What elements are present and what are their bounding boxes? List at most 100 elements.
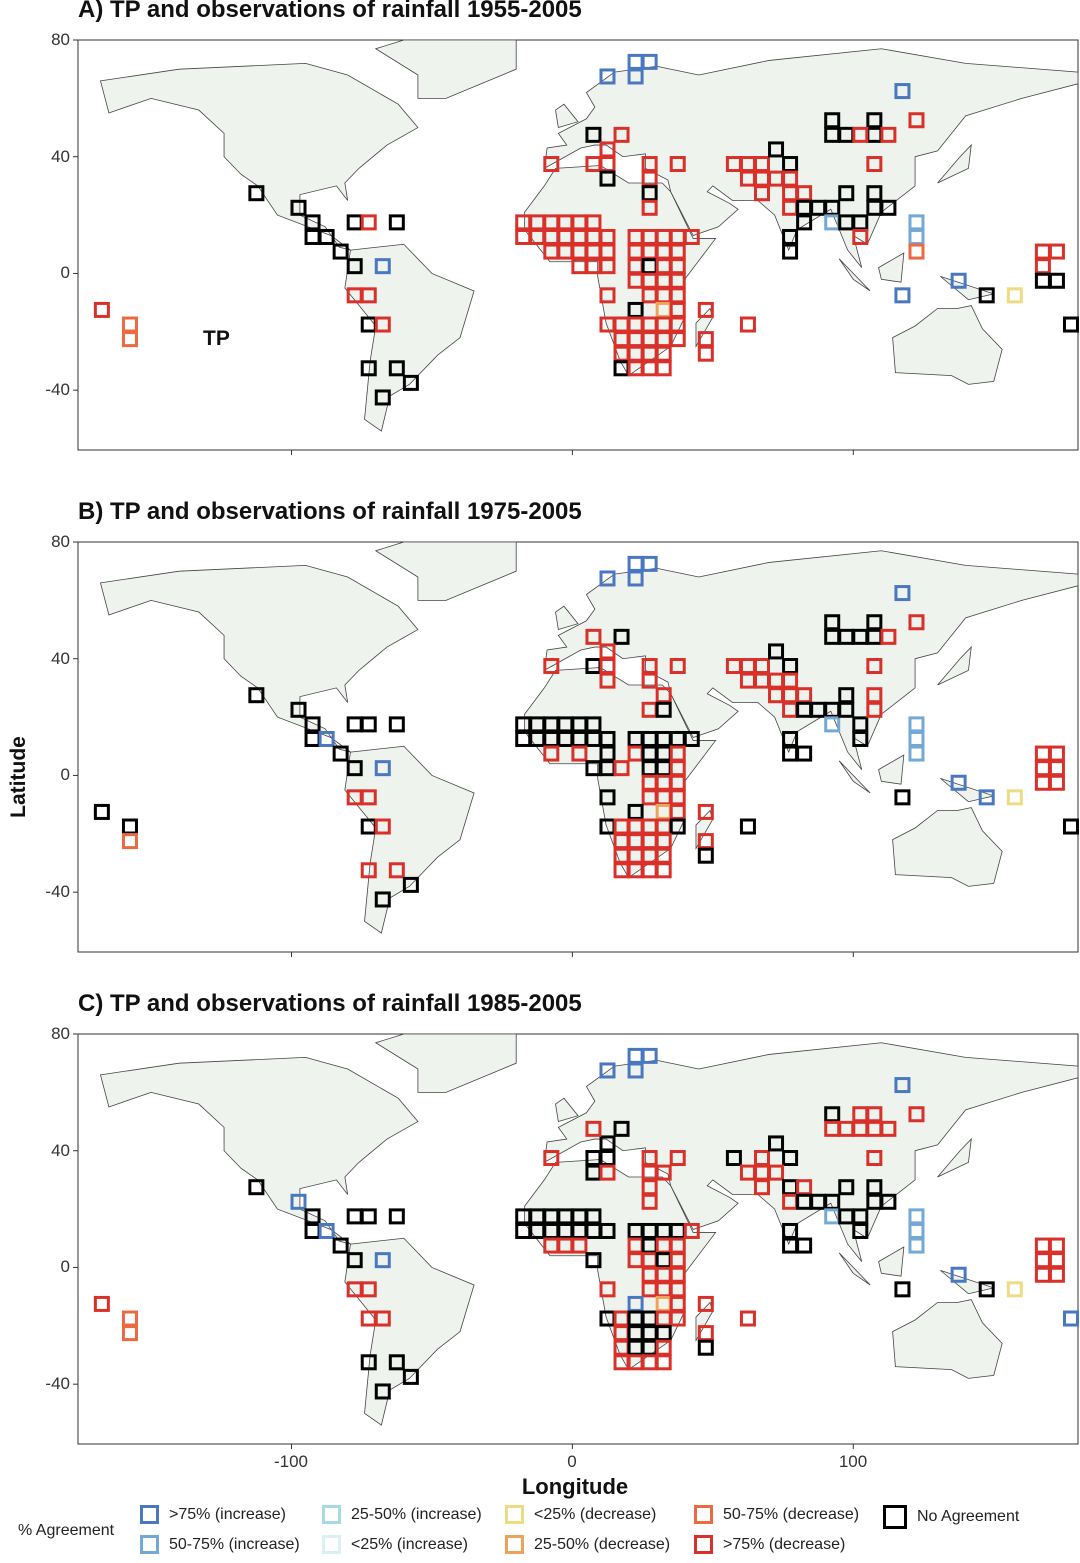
x-axis-title: Longitude xyxy=(521,1474,629,1499)
grid-square-r75 xyxy=(669,331,686,348)
grid-square-na xyxy=(768,643,785,660)
grid-square-r75 xyxy=(669,1252,686,1269)
grid-square-na xyxy=(304,1208,321,1225)
y-tick-label: 40 xyxy=(51,146,70,166)
grid-square-b75 xyxy=(290,1193,307,1210)
grid-square-r75 xyxy=(641,672,658,689)
grid-square-r75 xyxy=(669,760,686,777)
grid-square-na xyxy=(360,360,377,377)
grid-square-b75 xyxy=(318,1222,335,1239)
legend-label: >75% (increase) xyxy=(169,1505,286,1523)
grid-square-na xyxy=(725,1150,742,1167)
grid-square-r75 xyxy=(613,126,630,143)
grid-square-na xyxy=(655,1325,672,1342)
legend-item-y25: 25-50% (decrease) xyxy=(505,1535,670,1554)
grid-square-r75 xyxy=(669,258,686,275)
grid-square-r75 xyxy=(585,628,602,645)
grid-square-na xyxy=(402,374,419,391)
y-tick-label: 80 xyxy=(51,532,70,551)
grid-square-r75 xyxy=(669,301,686,318)
grid-square-na xyxy=(782,243,799,260)
panel-a-map: A) TP and observations of rainfall 1955-… xyxy=(0,0,1080,465)
grid-square-na xyxy=(627,803,644,820)
grid-square-na xyxy=(585,1208,602,1225)
grid-square-r75 xyxy=(697,345,714,362)
legend-label: 50-75% (decrease) xyxy=(723,1505,860,1523)
grid-square-na xyxy=(880,1193,897,1210)
grid-square-na xyxy=(880,199,897,216)
grid-square-na xyxy=(782,658,799,675)
grid-square-r75 xyxy=(669,243,686,260)
grid-square-na xyxy=(866,1179,883,1196)
grid-square-r75 xyxy=(1048,760,1065,777)
grid-square-r75 xyxy=(543,1150,560,1167)
grid-square-r50 xyxy=(121,833,138,850)
grid-square-r75 xyxy=(866,156,883,173)
legend-swatch xyxy=(505,1535,524,1554)
legend-swatch xyxy=(883,1505,907,1529)
grid-square-na xyxy=(374,389,391,406)
grid-square-na xyxy=(669,818,686,835)
grid-square-r75 xyxy=(908,112,925,129)
land-outline xyxy=(892,807,1003,887)
legend-label: 50-75% (increase) xyxy=(169,1535,300,1553)
grid-square-r75 xyxy=(697,301,714,318)
legend-swatch xyxy=(322,1505,341,1524)
grid-square-r75 xyxy=(782,170,799,187)
panel-c-map: C) TP and observations of rainfall 1985-… xyxy=(0,990,1080,1459)
land-outline xyxy=(838,1252,871,1286)
legend-item-y0: <25% (decrease) xyxy=(505,1505,656,1524)
grid-square-na xyxy=(866,614,883,631)
grid-square-b75 xyxy=(599,1062,616,1079)
grid-square-r75 xyxy=(655,1339,672,1356)
grid-square-na xyxy=(838,701,855,718)
grid-square-r75 xyxy=(641,1193,658,1210)
x-tick-label: 0 xyxy=(567,1452,577,1471)
grid-square-r75 xyxy=(753,658,770,675)
grid-square-r75 xyxy=(669,803,686,820)
grid-square-na xyxy=(599,1135,616,1152)
grid-square-r75 xyxy=(543,745,560,762)
panel-b-map: B) TP and observations of rainfall 1975-… xyxy=(0,498,1080,967)
grid-square-na xyxy=(1062,316,1079,333)
grid-square-na xyxy=(332,243,349,260)
x-tick-label: -100 xyxy=(273,1452,309,1471)
grid-square-r75 xyxy=(669,287,686,304)
land-outline xyxy=(937,1137,972,1178)
grid-square-r75 xyxy=(1048,1237,1065,1254)
legend-item-b0: <25% (increase) xyxy=(322,1535,468,1554)
grid-square-r75 xyxy=(374,818,391,835)
land-outline xyxy=(892,1299,1003,1379)
grid-square-r75 xyxy=(655,833,672,850)
grid-square-r50 xyxy=(121,1325,138,1342)
legend-swatch xyxy=(140,1535,159,1554)
grid-square-b75 xyxy=(641,555,658,572)
grid-square-na xyxy=(585,716,602,733)
grid-square-na xyxy=(599,730,616,747)
grid-square-y0 xyxy=(1006,287,1023,304)
grid-square-r75 xyxy=(753,156,770,173)
legend-swatch xyxy=(322,1535,341,1554)
land-outline xyxy=(878,1246,905,1277)
y-tick-label: 0 xyxy=(60,765,70,785)
grid-square-r75 xyxy=(599,258,616,275)
y-tick-label: -40 xyxy=(45,1374,70,1394)
grid-square-r75 xyxy=(669,316,686,333)
grid-square-r75 xyxy=(571,1237,588,1254)
grid-square-b75 xyxy=(894,83,911,100)
grid-square-na xyxy=(93,803,110,820)
grid-square-na xyxy=(388,214,405,231)
grid-square-na xyxy=(599,170,616,187)
grid-square-b75 xyxy=(894,287,911,304)
grid-square-b75 xyxy=(318,730,335,747)
y-tick-label: 40 xyxy=(51,1140,70,1160)
grid-square-r75 xyxy=(697,1295,714,1312)
grid-square-na xyxy=(388,1354,405,1371)
grid-square-r75 xyxy=(866,701,883,718)
legend-swatch xyxy=(694,1535,713,1554)
legend-swatch xyxy=(694,1505,713,1524)
grid-square-na xyxy=(1062,818,1079,835)
grid-square-r75 xyxy=(655,345,672,362)
grid-square-na xyxy=(360,1354,377,1371)
grid-square-r75 xyxy=(669,789,686,806)
